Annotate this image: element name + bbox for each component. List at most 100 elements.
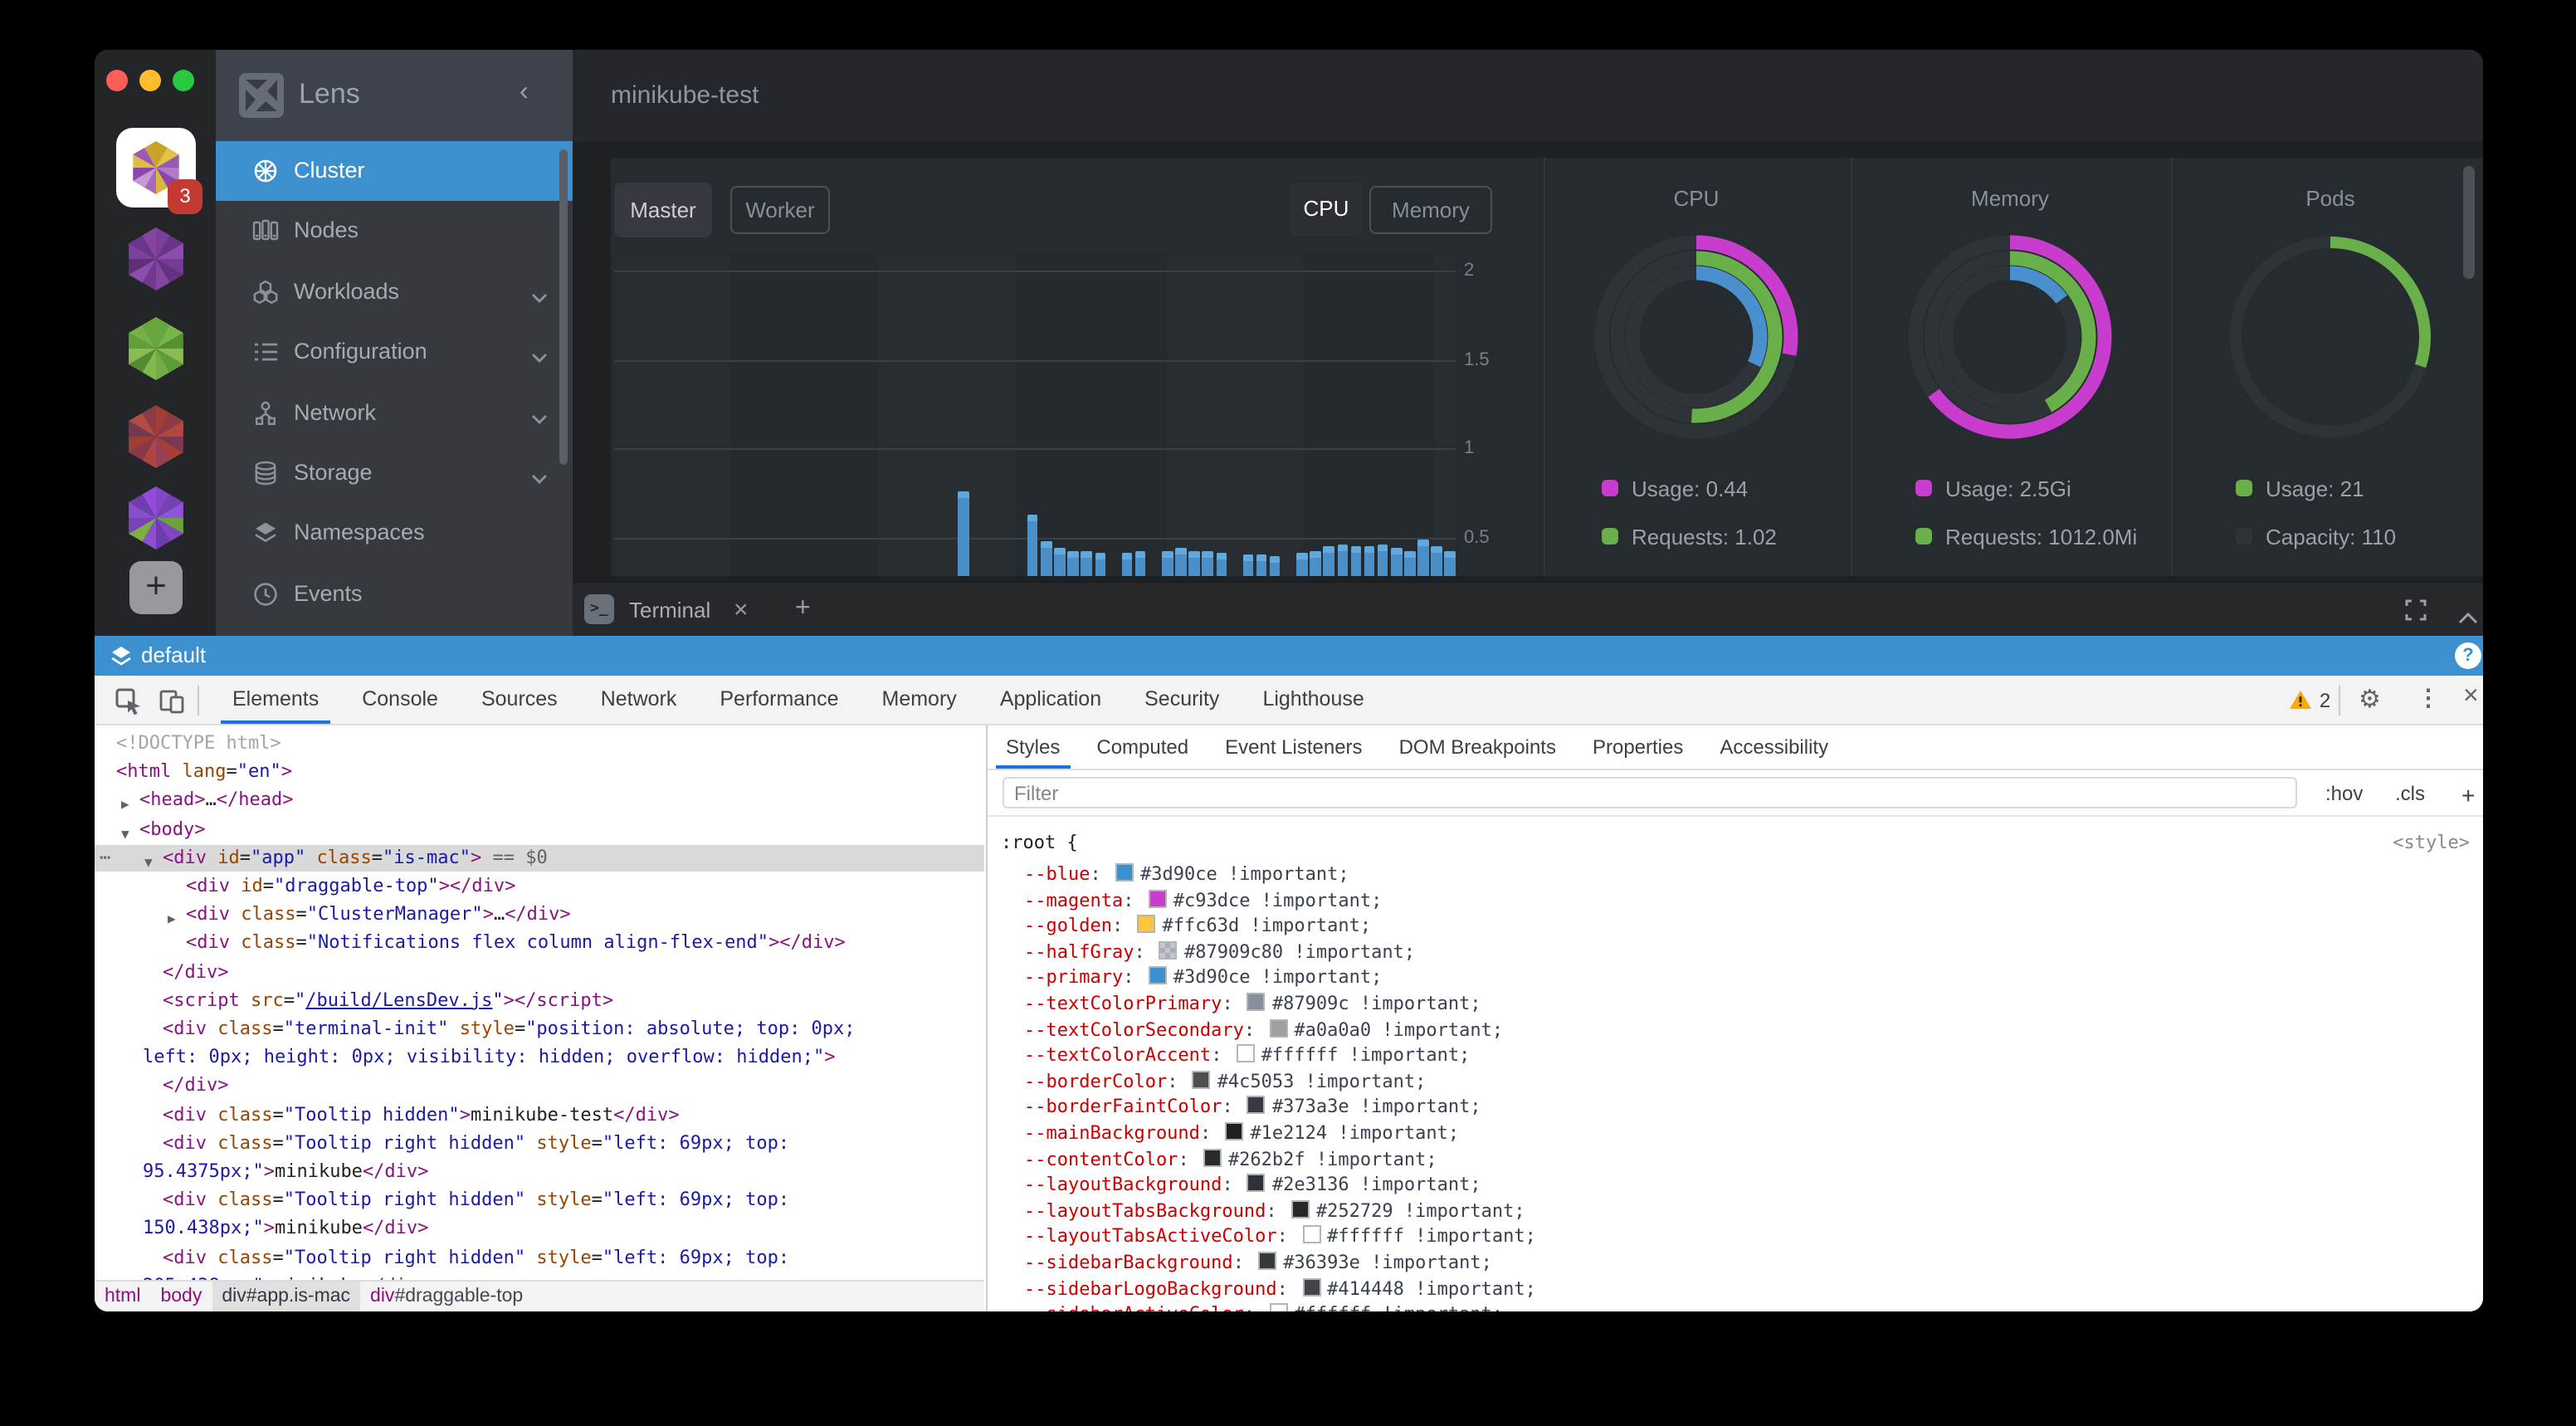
dom-tree-line[interactable]: <div class="Tooltip right hidden" style=… — [163, 1131, 790, 1154]
cluster-icon-cluster-2[interactable] — [123, 222, 189, 295]
devtools-close-icon[interactable]: × — [2463, 682, 2479, 711]
sidebar-item-configuration[interactable]: Configuration — [216, 322, 573, 383]
cluster-icon-cluster-5[interactable] — [123, 481, 189, 554]
tab-master[interactable]: Master — [614, 183, 712, 237]
dom-tree-line[interactable]: 205.438px;">minikube</div> — [95, 1273, 984, 1280]
terminal-close-icon[interactable]: × — [734, 596, 749, 624]
dom-tree-line[interactable]: ▶ <div class="ClusterManager">…</div> — [168, 903, 571, 927]
dom-tree-line[interactable]: <!DOCTYPE html> — [116, 732, 281, 754]
css-variable-row[interactable]: --borderFaintColor: #373a3e !important; — [1024, 1096, 1481, 1118]
devtools-tab-performance[interactable]: Performance — [720, 687, 839, 711]
dom-tree-line[interactable]: <div id="draggable-top"></div> — [186, 875, 516, 896]
terminal-tab-label[interactable]: Terminal — [629, 598, 711, 623]
sidebar-collapse-button[interactable]: ‹ — [520, 78, 529, 106]
new-style-rule-button[interactable]: + — [2461, 782, 2476, 808]
color-swatch[interactable] — [1302, 1225, 1321, 1244]
namespace-label[interactable]: default — [141, 642, 207, 667]
tab-cpu[interactable]: CPU — [1290, 183, 1363, 236]
breadcrumb-html[interactable]: html — [105, 1287, 141, 1306]
color-swatch[interactable] — [1269, 1303, 1288, 1311]
color-swatch[interactable] — [1115, 863, 1134, 881]
css-variable-row[interactable]: --layoutTabsBackground: #252729 !importa… — [1024, 1199, 1525, 1222]
styles-tab-event-listeners[interactable]: Event Listeners — [1225, 735, 1363, 759]
dom-tree-line[interactable]: <div class="Tooltip right hidden" style=… — [163, 1189, 790, 1211]
devtools-tab-sources[interactable]: Sources — [481, 687, 558, 711]
color-swatch[interactable] — [1302, 1277, 1321, 1297]
css-variable-row[interactable]: --sidebarBackground: #36393e !important; — [1024, 1252, 1492, 1273]
dom-tree-line[interactable]: 95.4375px;">minikube</div> — [143, 1160, 429, 1182]
chevron-down-icon[interactable] — [531, 284, 548, 309]
css-variable-row[interactable]: --layoutTabsActiveColor: #ffffff !import… — [1024, 1225, 1536, 1248]
css-variable-row[interactable]: --blue: #3d90ce !important; — [1024, 863, 1349, 885]
styles-filter-input[interactable] — [1003, 777, 2297, 808]
tab-worker[interactable]: Worker — [730, 186, 830, 234]
macos-minimize-button[interactable] — [139, 70, 161, 91]
css-rule-source[interactable]: <style> — [2393, 832, 2470, 853]
color-swatch[interactable] — [1225, 1122, 1244, 1140]
toggle-classes-button[interactable]: .cls — [2395, 782, 2425, 805]
dom-tree-line[interactable]: </div> — [163, 960, 229, 983]
console-warnings-badge[interactable]: 2 — [2289, 686, 2330, 715]
dom-tree-line[interactable]: 150.438px;">minikube</div> — [143, 1217, 429, 1239]
color-swatch[interactable] — [1203, 1148, 1222, 1167]
color-swatch[interactable] — [1148, 966, 1167, 985]
dom-tree-line[interactable]: <html lang="en"> — [116, 760, 292, 783]
kebab-menu-icon[interactable]: ⋮ — [2417, 684, 2440, 711]
chevron-down-icon[interactable] — [531, 404, 548, 429]
devtools-tab-memory[interactable]: Memory — [881, 687, 957, 711]
chevron-down-icon[interactable] — [531, 465, 548, 490]
terminal-new-tab-button[interactable]: + — [795, 594, 811, 623]
css-rule-selector[interactable]: :root { — [1001, 832, 1078, 853]
css-variable-row[interactable]: --contentColor: #262b2f !important; — [1024, 1148, 1437, 1170]
dom-tree-line[interactable]: <div class="terminal-init" style="positi… — [163, 1018, 856, 1039]
dom-tree-line[interactable]: <div class="Notifications flex column al… — [186, 931, 846, 954]
color-swatch[interactable] — [1258, 1252, 1277, 1270]
breadcrumb-div#app.is-mac[interactable]: div#app.is-mac — [212, 1282, 361, 1311]
add-cluster-button[interactable]: + — [129, 561, 183, 614]
css-variable-row[interactable]: --textColorAccent: #ffffff !important; — [1024, 1044, 1471, 1067]
dom-tree-line[interactable]: ⋯ ▼ <div id="app" class="is-mac"> == $0 — [95, 844, 984, 872]
css-variable-row[interactable]: --textColorPrimary: #87909c !important; — [1024, 993, 1481, 1014]
sidebar-item-workloads[interactable]: Workloads — [216, 262, 573, 323]
sidebar-item-namespaces[interactable]: Namespaces — [216, 504, 573, 564]
cluster-icon-cluster-3[interactable] — [123, 312, 189, 385]
color-swatch[interactable] — [1247, 1096, 1266, 1115]
dom-tree-line[interactable]: <script src="/build/LensDev.js"></script… — [163, 989, 614, 1011]
css-variable-row[interactable]: --textColorSecondary: #a0a0a0 !important… — [1024, 1018, 1504, 1041]
sidebar-item-events[interactable]: Events — [216, 564, 573, 625]
terminal-collapse-chevron-icon[interactable] — [2458, 603, 2478, 632]
css-variable-row[interactable]: --layoutBackground: #2e3136 !important; — [1024, 1174, 1481, 1196]
active-cluster-icon[interactable] — [116, 128, 196, 208]
toggle-hover-state-button[interactable]: :hov — [2325, 782, 2364, 805]
tab-memory[interactable]: Memory — [1369, 186, 1492, 234]
css-variable-row[interactable]: --mainBackground: #1e2124 !important; — [1024, 1122, 1460, 1144]
css-variable-row[interactable]: --sidebarActiveColor: #ffffff !important… — [1024, 1301, 1503, 1311]
sidebar-item-nodes[interactable]: Nodes — [216, 202, 573, 262]
cluster-icon-cluster-4[interactable] — [123, 400, 189, 473]
elements-dom-tree[interactable]: <!DOCTYPE html> <html lang="en"> ▶ <head>…<… — [95, 725, 984, 1280]
color-swatch[interactable] — [1247, 993, 1266, 1011]
color-swatch[interactable] — [1159, 940, 1178, 960]
color-swatch[interactable] — [1137, 915, 1156, 934]
css-variable-row[interactable]: --sidebarLogoBackground: #414448 !import… — [1024, 1277, 1536, 1300]
sidebar-scrollbar[interactable] — [559, 149, 568, 465]
settings-gear-icon[interactable]: ⚙ — [2359, 686, 2381, 714]
css-variable-row[interactable]: --halfGray: #87909c80 !important; — [1024, 940, 1416, 963]
color-swatch[interactable] — [1290, 1199, 1310, 1218]
css-variable-row[interactable]: --borderColor: #4c5053 !important; — [1024, 1070, 1427, 1092]
dom-tree-line[interactable]: <div class="Tooltip right hidden" style=… — [163, 1246, 790, 1268]
dom-tree-line[interactable]: ▶ <head>…</head> — [121, 789, 294, 813]
macos-zoom-button[interactable] — [173, 70, 194, 91]
dom-tree-line[interactable]: left: 0px; height: 0px; visibility: hidd… — [143, 1046, 836, 1068]
sidebar-item-cluster[interactable]: Cluster — [216, 141, 573, 202]
css-variable-row[interactable]: --golden: #ffc63d !important; — [1024, 915, 1372, 937]
dom-tree-line[interactable]: ▼ <body> — [121, 818, 206, 842]
chevron-down-icon[interactable] — [531, 344, 548, 369]
devtools-tab-security[interactable]: Security — [1144, 687, 1220, 711]
css-variable-row[interactable]: --primary: #3d90ce !important; — [1024, 966, 1383, 989]
devtools-tab-console[interactable]: Console — [362, 687, 438, 711]
sidebar-item-network[interactable]: Network — [216, 383, 573, 443]
macos-close-button[interactable] — [106, 70, 128, 91]
styles-tab-properties[interactable]: Properties — [1592, 735, 1684, 759]
color-swatch[interactable] — [1148, 889, 1167, 908]
